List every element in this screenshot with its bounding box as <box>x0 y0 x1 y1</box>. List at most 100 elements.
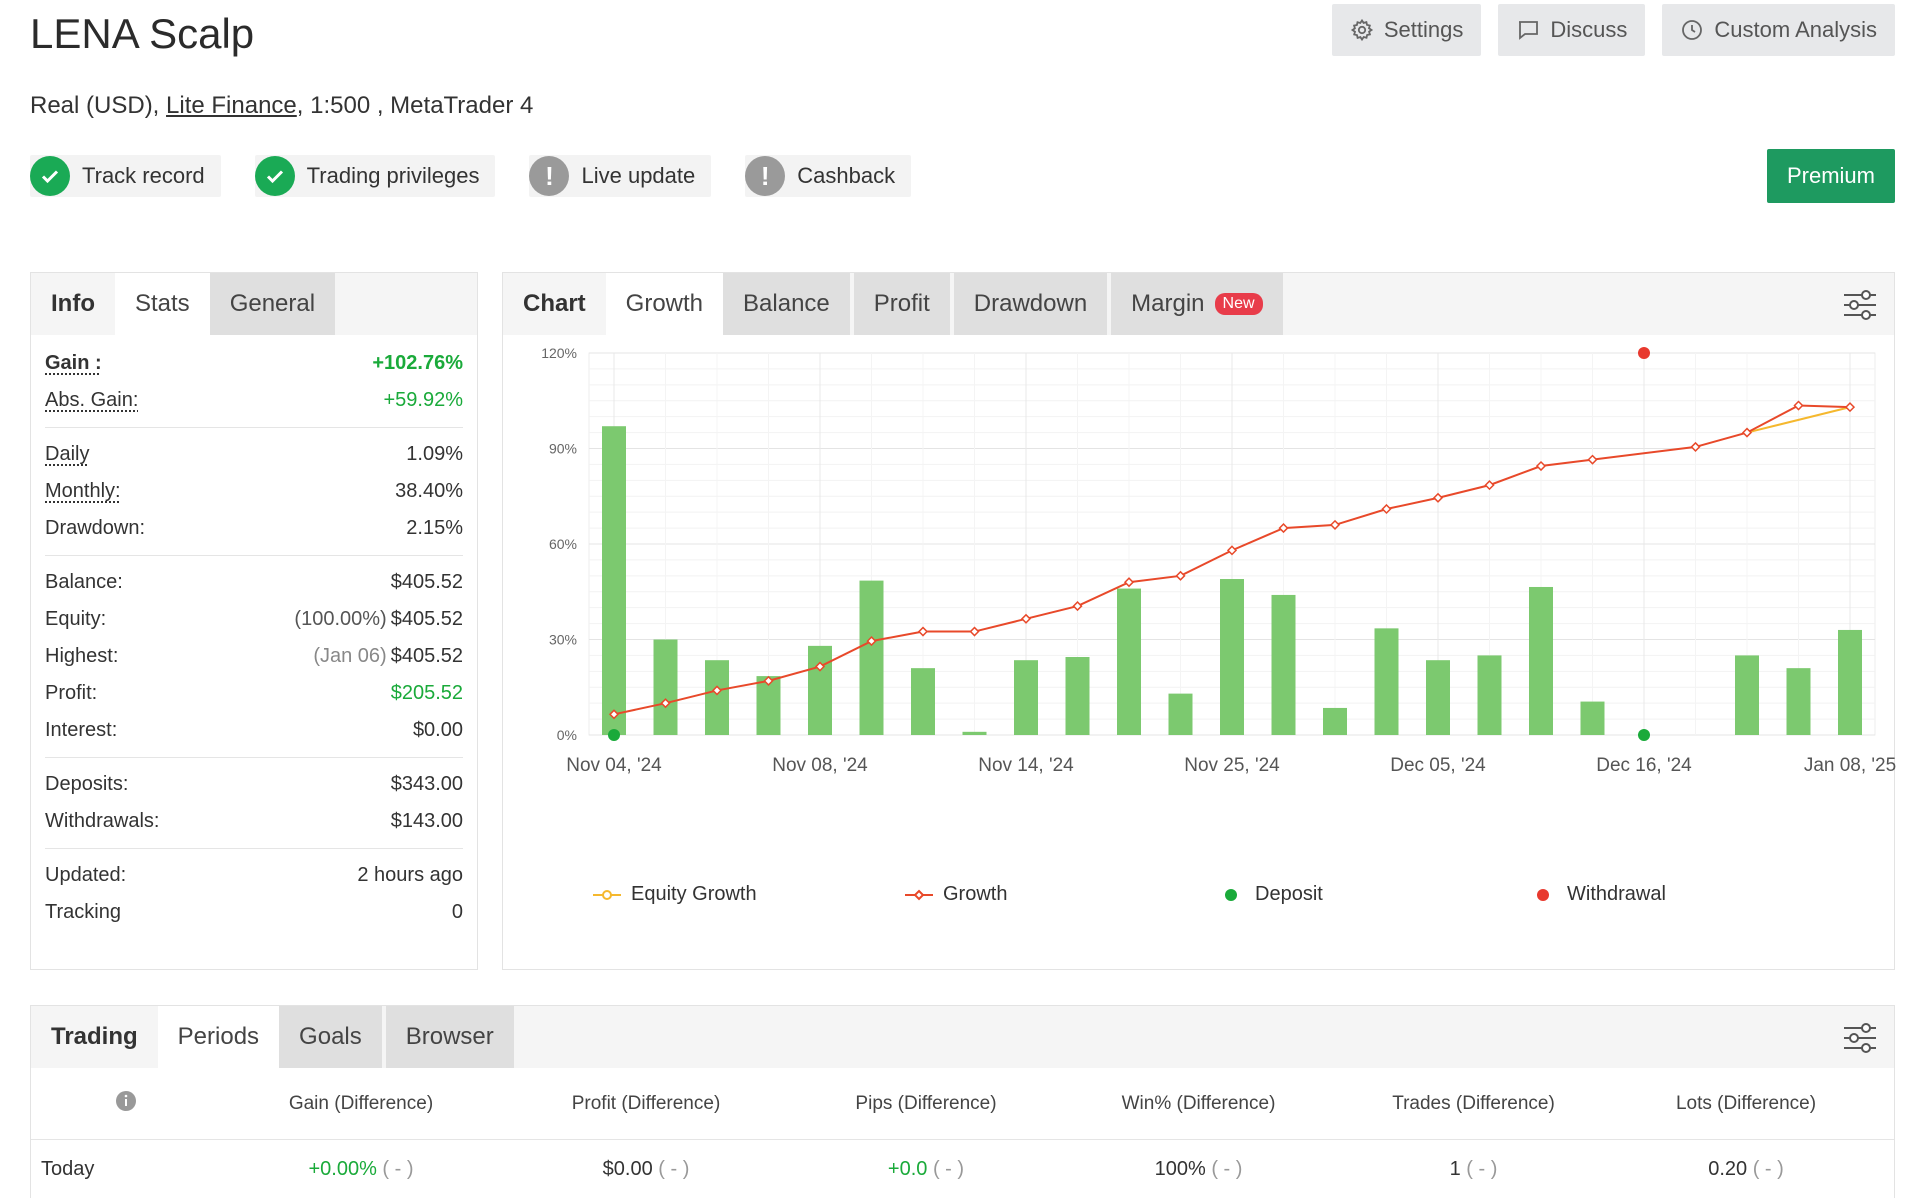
monthly-label[interactable]: Monthly: <box>45 480 121 502</box>
growth-point <box>608 709 620 720</box>
withdrawals-label: Withdrawals: <box>45 810 160 832</box>
gain-label[interactable]: Gain : <box>45 352 102 374</box>
tab-drawdown[interactable]: Drawdown <box>953 273 1108 335</box>
interest-label: Interest: <box>45 719 118 741</box>
profit-bar <box>1426 660 1450 735</box>
profit-bar <box>1838 629 1862 735</box>
profit-diff: ( - ) <box>658 1158 690 1180</box>
growth-point <box>1020 613 1032 624</box>
tab-growth[interactable]: Growth <box>605 273 724 335</box>
growth-line-icon <box>905 889 933 900</box>
period-label: Today <box>41 1158 95 1180</box>
badge-live-update[interactable]: ! Live update <box>529 155 712 197</box>
growth-point <box>969 626 980 637</box>
badge-label: Live update <box>581 163 696 188</box>
tab-goals[interactable]: Goals <box>279 1006 382 1068</box>
page-title: LENA Scalp <box>30 10 255 57</box>
highest-value: $405.52 <box>390 645 463 667</box>
growth-point <box>1072 601 1083 612</box>
info-icon[interactable] <box>31 1090 221 1118</box>
check-icon <box>254 156 295 196</box>
profit-bar <box>808 645 832 735</box>
col-win: Win% (Difference) <box>1121 1092 1276 1114</box>
profit-label: Profit: <box>45 682 98 704</box>
profit-bar <box>1117 588 1141 735</box>
col-profit: Profit (Difference) <box>571 1092 721 1114</box>
equity-value: $405.52 <box>390 608 463 630</box>
chart-tabs: Chart Growth Balance Profit Drawdown Mar… <box>503 273 1894 335</box>
x-tick-label: Nov 25, '24 <box>1184 755 1280 776</box>
tracking-value: 0 <box>451 901 463 923</box>
legend-growth[interactable]: Growth <box>905 883 1217 906</box>
growth-point <box>1690 441 1701 452</box>
legend-label: Deposit <box>1255 883 1323 905</box>
tab-balance[interactable]: Balance <box>723 273 850 335</box>
discuss-button[interactable]: Discuss <box>1498 4 1646 56</box>
chart-legend: Equity Growth Growth Deposit Withdrawal <box>593 883 1841 906</box>
y-tick-label: 0% <box>557 727 577 743</box>
sliders-icon[interactable] <box>1842 1020 1878 1056</box>
growth-point <box>1741 427 1753 438</box>
growth-point <box>711 685 723 696</box>
growth-point <box>1587 454 1598 465</box>
sliders-icon[interactable] <box>1842 287 1878 323</box>
tab-margin-label: Margin <box>1131 290 1205 317</box>
tab-browser[interactable]: Browser <box>385 1006 514 1068</box>
withdrawals-value: $143.00 <box>390 810 463 832</box>
broker-link[interactable]: Lite Finance <box>166 92 297 119</box>
badge-track-record[interactable]: Track record <box>30 155 221 197</box>
deposit-point <box>608 729 620 741</box>
tab-general[interactable]: General <box>209 273 336 335</box>
settings-button[interactable]: Settings <box>1331 4 1482 56</box>
legend-label: Growth <box>943 883 1008 905</box>
x-tick-label: Dec 16, '24 <box>1596 755 1692 776</box>
growth-point <box>1123 577 1135 588</box>
custom-analysis-button[interactable]: Custom Analysis <box>1662 4 1895 56</box>
growth-point <box>1793 400 1804 411</box>
growth-point <box>917 626 929 637</box>
badge-trading-privileges[interactable]: Trading privileges <box>254 155 496 197</box>
equity-label: Equity: <box>45 608 107 630</box>
equity-percent: (100.00%) <box>294 608 387 630</box>
profit-bar <box>1014 660 1038 735</box>
legend-equity-growth[interactable]: Equity Growth <box>593 883 905 906</box>
col-gain: Gain (Difference) <box>288 1092 434 1114</box>
profit-bar <box>1477 655 1502 735</box>
growth-point <box>1844 402 1856 413</box>
settings-label: Settings <box>1383 17 1464 42</box>
abs-gain-label[interactable]: Abs. Gain: <box>45 389 139 411</box>
legend-withdrawal[interactable]: Withdrawal <box>1529 883 1841 906</box>
profit-bar <box>653 639 678 735</box>
tab-chart[interactable]: Chart <box>523 290 586 317</box>
badge-cashback[interactable]: ! Cashback <box>745 155 912 197</box>
chart-panel: Chart Growth Balance Profit Drawdown Mar… <box>502 272 1896 970</box>
y-tick-label: 90% <box>549 441 577 457</box>
tab-trading[interactable]: Trading <box>51 1023 138 1050</box>
legend-deposit[interactable]: Deposit <box>1217 883 1529 906</box>
tab-periods[interactable]: Periods <box>157 1006 280 1068</box>
col-pips: Pips (Difference) <box>855 1092 997 1114</box>
growth-point <box>814 661 826 672</box>
tab-info[interactable]: Info <box>51 290 95 317</box>
growth-point <box>763 675 774 686</box>
premium-button[interactable]: Premium <box>1767 149 1895 203</box>
exclamation-icon: ! <box>529 156 570 196</box>
profit-bar <box>602 426 626 735</box>
pips-diff: ( - ) <box>932 1158 965 1180</box>
tab-margin[interactable]: Margin New <box>1111 273 1283 335</box>
account-suffix: , 1:500 , MetaTrader 4 <box>296 92 534 119</box>
pips-cell: +0.0 <box>887 1158 928 1180</box>
equity-line-icon <box>593 889 621 900</box>
tab-profit[interactable]: Profit <box>853 273 950 335</box>
tab-stats[interactable]: Stats <box>114 273 210 335</box>
daily-label[interactable]: Daily <box>45 443 90 465</box>
table-row: Today +0.00% ( - ) $0.00 ( - ) +0.0 ( - … <box>31 1140 1894 1198</box>
profit-bar <box>1323 707 1347 735</box>
exclamation-icon: ! <box>745 156 786 196</box>
gain-value: +102.76% <box>372 352 463 374</box>
custom-analysis-label: Custom Analysis <box>1714 17 1877 42</box>
daily-value: 1.09% <box>406 443 463 465</box>
lots-cell: 0.20 <box>1708 1158 1748 1180</box>
growth-chart: 0% 30% 60% 90% 120% Nov 04, '24 Nov 08, '24 Nov… <box>541 345 1896 776</box>
tracking-label: Tracking <box>45 901 121 923</box>
